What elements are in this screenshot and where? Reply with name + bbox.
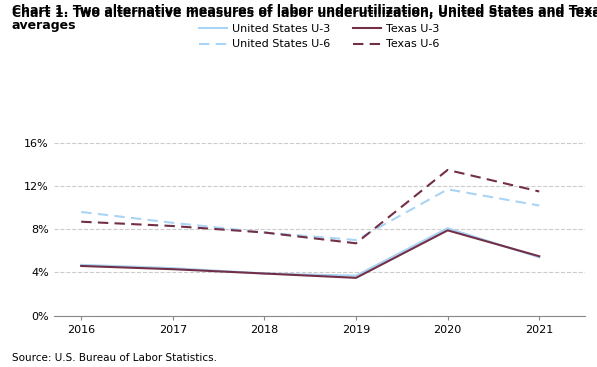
Text: Chart 1. Two alternative measures of labor underutilization, United States and T: Chart 1. Two alternative measures of lab… (12, 4, 597, 32)
United States U-3 (169, 266, 176, 270)
Line: United States U-6: United States U-6 (81, 189, 539, 240)
Line: Texas U-6: Texas U-6 (81, 170, 539, 243)
Texas U-6 (536, 189, 543, 194)
Line: United States U-3: United States U-3 (81, 228, 539, 276)
United States U-3 (261, 271, 268, 276)
Texas U-3 (352, 276, 359, 280)
Text: Source: U.S. Bureau of Labor Statistics.: Source: U.S. Bureau of Labor Statistics. (12, 353, 217, 363)
Text: Chart 1. Two alternative measures of labor underutilization, United States and T: Chart 1. Two alternative measures of lab… (12, 7, 597, 20)
United States U-3 (444, 226, 451, 230)
United States U-6 (444, 187, 451, 192)
Texas U-3 (261, 271, 268, 276)
United States U-6 (169, 221, 176, 225)
Texas U-6 (352, 241, 359, 246)
Texas U-3 (169, 267, 176, 272)
Texas U-3 (536, 254, 543, 258)
United States U-3 (352, 273, 359, 278)
United States U-6 (261, 230, 268, 235)
Texas U-3 (444, 228, 451, 233)
Line: Texas U-3: Texas U-3 (81, 230, 539, 278)
Texas U-6 (261, 230, 268, 235)
Legend: United States U-3, United States U-6, Texas U-3, Texas U-6: United States U-3, United States U-6, Te… (199, 24, 439, 50)
Texas U-6 (169, 224, 176, 228)
United States U-6 (536, 203, 543, 208)
Texas U-6 (444, 168, 451, 172)
Texas U-3 (78, 264, 85, 268)
United States U-3 (536, 255, 543, 259)
United States U-6 (352, 238, 359, 242)
United States U-3 (78, 263, 85, 267)
United States U-6 (78, 210, 85, 214)
Texas U-6 (78, 219, 85, 224)
